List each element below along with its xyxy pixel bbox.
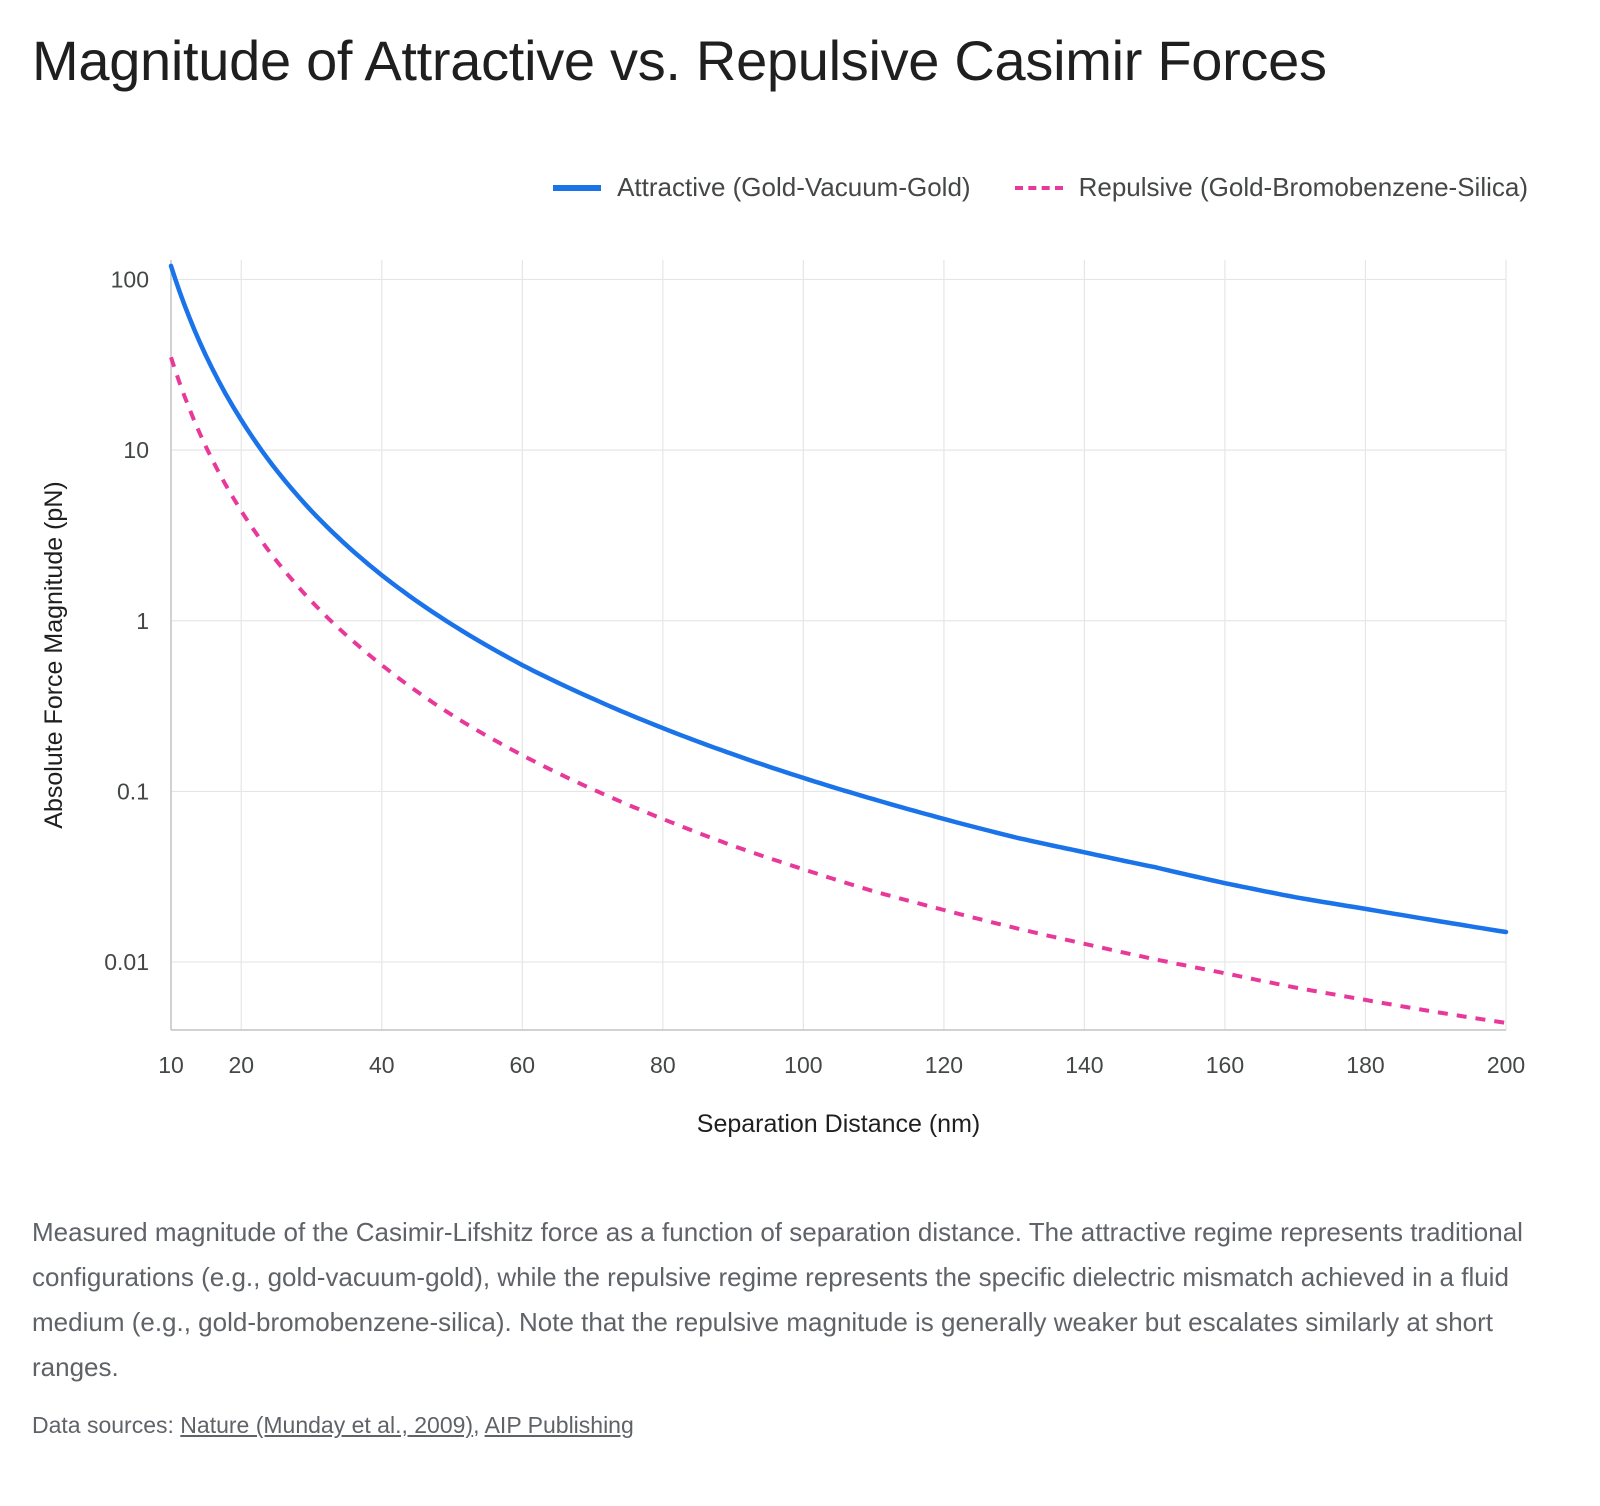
x-tick-label: 200 [1487,1052,1525,1078]
legend: Attractive (Gold-Vacuum-Gold) Repulsive … [553,172,1528,203]
sources-separator: , [473,1412,485,1438]
chart-title: Magnitude of Attractive vs. Repulsive Ca… [32,29,1327,92]
x-tick-label: 100 [784,1052,822,1078]
series-line-attractive[interactable] [168,263,1509,935]
legend-item-attractive[interactable]: Attractive (Gold-Vacuum-Gold) [553,172,971,203]
sources-prefix: Data sources: [32,1412,181,1438]
series-line-repulsive[interactable] [169,356,1507,1025]
x-tick-label: 180 [1346,1052,1384,1078]
x-tick-label: 80 [650,1052,676,1078]
x-tick-label: 40 [369,1052,395,1078]
source-link-aip[interactable]: AIP Publishing [484,1412,634,1438]
axes [170,260,1506,1031]
y-tick-label: 0.01 [104,949,149,975]
line-chart: 10 20 40 60 80 100 120 140 160 180 200 100 10 1 0.1 0.… [40,260,1525,1138]
source-link-nature[interactable]: Nature (Munday et al., 2009) [180,1412,474,1438]
legend-label-attractive: Attractive (Gold-Vacuum-Gold) [617,172,971,202]
x-tick-labels: 10 20 40 60 80 100 120 140 160 180 200 [158,1052,1525,1078]
x-tick-label: 120 [925,1052,963,1078]
y-tick-label: 1 [136,608,149,634]
x-axis-title: Separation Distance (nm) [697,1110,980,1138]
x-tick-label: 20 [228,1052,254,1078]
series-lines [168,263,1509,1025]
legend-swatch-attractive [553,184,602,191]
chart-caption: Measured magnitude of the Casimir-Lifshi… [32,1217,1523,1382]
x-tick-label: 10 [158,1052,184,1078]
y-tick-label: 10 [123,437,149,463]
grid [170,260,1507,1030]
legend-item-repulsive[interactable]: Repulsive (Gold-Bromobenzene-Silica) [1014,172,1528,203]
y-tick-label: 0.1 [117,778,149,804]
y-tick-labels: 100 10 1 0.1 0.01 [104,266,149,975]
data-sources: Data sources: Nature (Munday et al., 200… [32,1412,634,1439]
y-axis-title: Absolute Force Magnitude (pN) [40,481,68,828]
x-tick-label: 160 [1206,1052,1244,1078]
x-tick-label: 60 [510,1052,536,1078]
legend-label-repulsive: Repulsive (Gold-Bromobenzene-Silica) [1078,172,1528,202]
legend-swatch-repulsive [1014,185,1063,190]
x-tick-label: 140 [1065,1052,1103,1078]
y-tick-label: 100 [111,266,149,292]
